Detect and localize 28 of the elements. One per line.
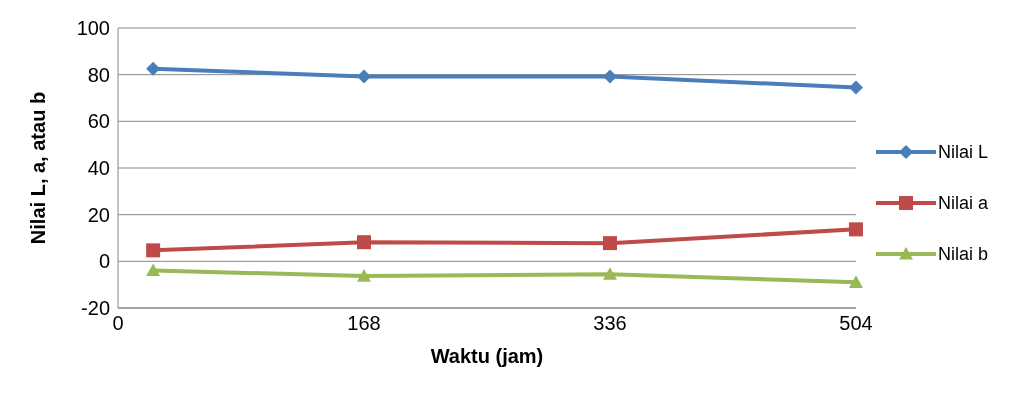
legend-label: Nilai b xyxy=(937,243,988,265)
point xyxy=(146,61,161,76)
x-tick-label: 168 xyxy=(347,312,381,335)
x-axis-title: Waktu (jam) xyxy=(430,345,544,367)
y-tick-label: 20 xyxy=(87,203,110,226)
point xyxy=(602,267,617,280)
legend-label: Nilai a xyxy=(937,192,988,214)
x-tick-label: 0 xyxy=(112,312,124,335)
point xyxy=(602,236,617,251)
y-tick-label: 60 xyxy=(87,110,110,133)
point xyxy=(146,243,161,258)
y-tick-label: 40 xyxy=(87,157,110,180)
point xyxy=(146,263,161,277)
y-tick-label: 0 xyxy=(98,250,110,273)
point xyxy=(356,269,371,282)
x-tick-label: 336 xyxy=(593,312,627,335)
point xyxy=(848,222,863,237)
point xyxy=(848,80,863,95)
point xyxy=(848,275,863,288)
y-tick-label: 80 xyxy=(87,63,110,86)
legend-label: Nilai L xyxy=(937,141,988,163)
point xyxy=(602,69,617,84)
y-tick-label: -20 xyxy=(81,297,110,320)
y-tick-label: 100 xyxy=(76,17,110,40)
y-axis-title: Nilai L, a, atau b xyxy=(27,91,50,245)
point xyxy=(356,69,371,84)
x-tick-label: 504 xyxy=(839,312,873,335)
point xyxy=(356,235,371,250)
